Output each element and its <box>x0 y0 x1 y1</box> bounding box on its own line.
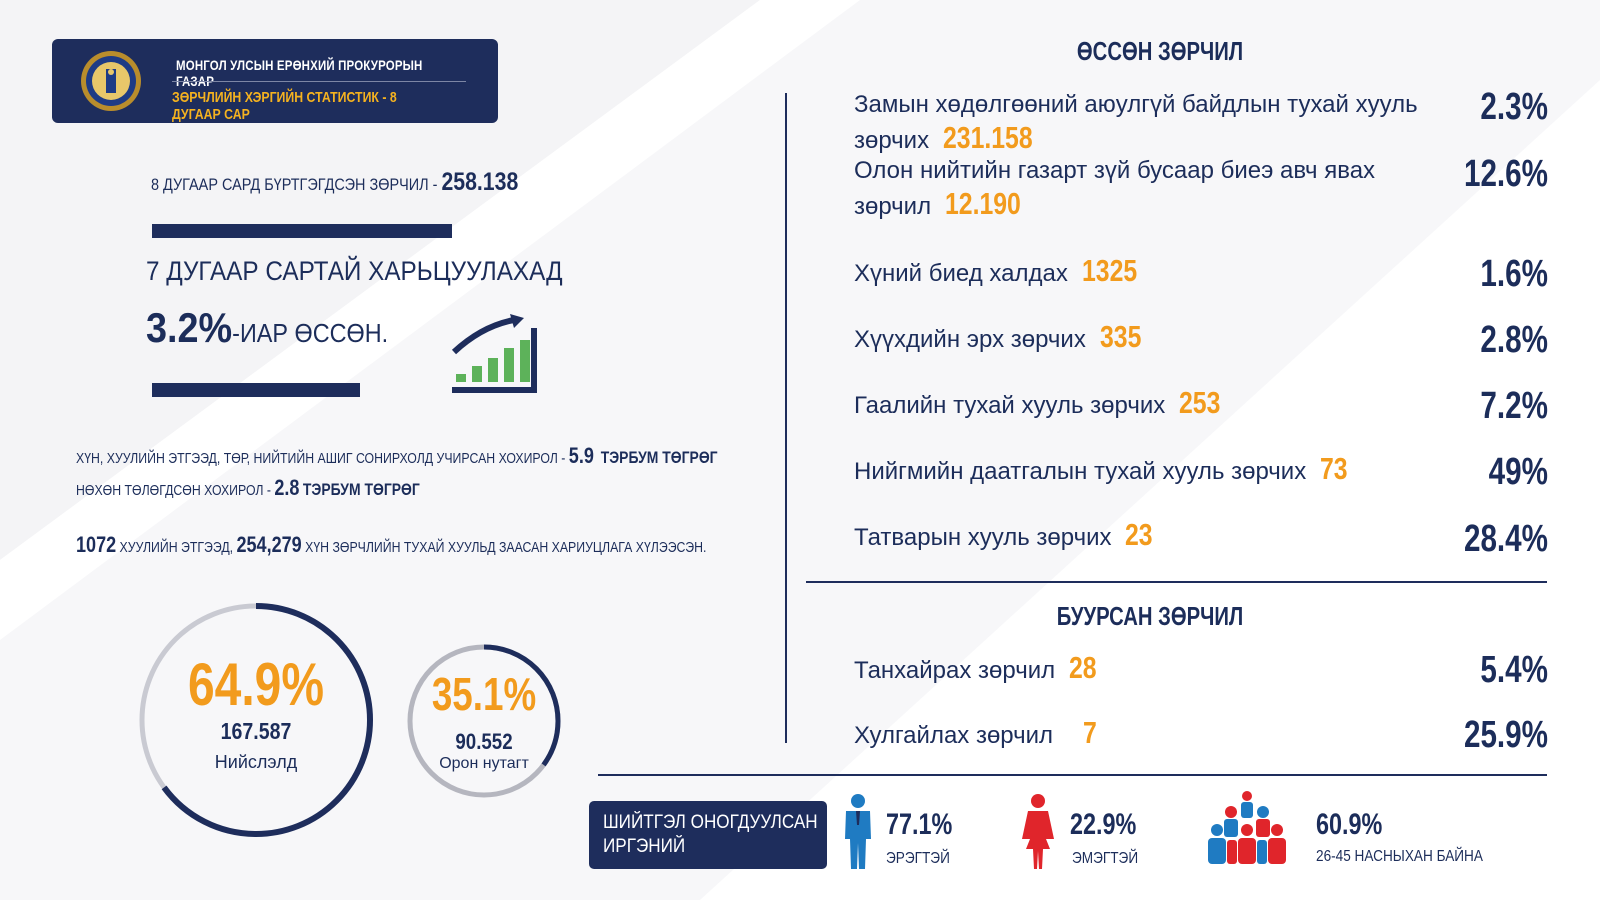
penalized-box: ШИЙТГЭЛ ОНОГДУУЛСАН ИРГЭНИЙ <box>589 801 827 869</box>
female-icon <box>1022 794 1054 869</box>
increased-item-2: Олон нийтийн газарт зүй бусаар биеэ авч … <box>854 154 1414 223</box>
increased-title: ӨССӨН ЗӨРЧИЛ <box>1076 36 1244 66</box>
bottom-divider <box>598 774 1547 776</box>
item-value: 73 <box>1320 451 1348 486</box>
item-value: 231.158 <box>943 120 1033 155</box>
increased-item-6: Нийгмийн даатгалын тухай хууль зөрчих 73 <box>854 452 1454 488</box>
male-icon <box>845 794 871 869</box>
liability-line: 1072 ХУУЛИЙН ЭТГЭЭД, 254,279 ХҮН ЗӨРЧЛИЙ… <box>76 532 706 558</box>
item-text: Танхайрах зөрчил <box>854 657 1056 684</box>
rural-count: 90.552 <box>455 729 513 754</box>
penalized-line1: ШИЙТГЭЛ ОНОГДУУЛСАН <box>603 812 818 833</box>
penalized-line2: ИРГЭНИЙ <box>603 836 686 857</box>
item-text: Олон нийтийн газарт зүй бусаар биеэ авч … <box>854 157 1376 220</box>
damage-label: ХҮН, ХУУЛИЙН ЭТГЭЭД, ТӨР, НИЙТИЙН АШИГ С… <box>76 450 569 467</box>
registered-violations: 8 ДУГААР САРД БҮРТГЭГДСЭН ЗӨРЧИЛ - 258.1… <box>151 168 518 197</box>
item-value: 28 <box>1069 650 1097 685</box>
rural-share-circle: 35.1% 90.552 Орон нутагт <box>406 643 562 799</box>
item-value: 23 <box>1125 517 1154 552</box>
registered-value: 258.138 <box>441 168 519 196</box>
accent-bar-bottom <box>152 383 360 397</box>
capital-percent: 64.9% <box>187 651 325 718</box>
male-label: ЭРЭГТЭЙ <box>886 850 950 867</box>
item-text: Нийгмийн даатгалын тухай хууль зөрчих <box>854 458 1307 485</box>
compensated-label: НӨХӨН ТӨЛӨГДСӨН ХОХИРОЛ - <box>76 482 275 499</box>
comparison-growth: 3.2%-ИАР ӨССӨН. <box>146 304 388 352</box>
age-label: 26-45 НАСНЫХАН БАЙНА <box>1316 848 1483 865</box>
increased-item-7: Татварын хууль зөрчих 23 <box>854 518 1454 554</box>
decreased-item-2: Хулгайлах зөрчил 7 <box>854 716 1454 752</box>
capital-share-circle: 64.9% 167.587 Нийслэлд <box>136 600 376 840</box>
item-value: 1325 <box>1081 253 1138 288</box>
growth-chart-icon <box>452 314 537 393</box>
accent-bar-top <box>152 224 452 238</box>
item-value: 7 <box>1083 715 1097 750</box>
person-count: 254,279 <box>236 532 302 557</box>
compensated-unit: ТЭРБУМ ТӨГРӨГ <box>302 480 420 499</box>
section-divider <box>806 581 1547 583</box>
compensated-line: НӨХӨН ТӨЛӨГДСӨН ХОХИРОЛ - 2.8 ТЭРБУМ ТӨГ… <box>76 475 420 501</box>
item-text: Гаалийн тухай хууль зөрчих <box>854 392 1166 419</box>
vertical-divider <box>785 93 787 743</box>
entity-count: 1072 <box>76 532 117 557</box>
item-percent: 5.4% <box>1480 649 1548 691</box>
comparison-title: 7 ДУГААР САРТАЙ ХАРЬЦУУЛАХАД <box>146 256 563 286</box>
item-value: 253 <box>1179 385 1221 420</box>
compensated-value: 2.8 <box>274 475 300 500</box>
item-percent: 25.9% <box>1463 714 1548 756</box>
female-label: ЭМЭГТЭЙ <box>1072 850 1139 867</box>
registered-label: 8 ДУГААР САРД БҮРТГЭГДСЭН ЗӨРЧИЛ - <box>151 175 442 194</box>
age-percent: 60.9% <box>1316 808 1383 841</box>
item-percent: 49% <box>1488 451 1548 493</box>
item-percent: 2.3% <box>1480 86 1548 128</box>
decreased-title: БУУРСАН ЗӨРЧИЛ <box>1056 601 1244 631</box>
person-text: ХҮН ЗӨРЧЛИЙН ТУХАЙ ХУУЛЬД ЗААСАН ХАРИУЦЛ… <box>301 539 707 556</box>
growth-percent: 3.2% <box>146 304 233 351</box>
increased-item-5: Гаалийн тухай хууль зөрчих 253 <box>854 386 1454 422</box>
header-banner: МОНГОЛ УЛСЫН ЕРӨНХИЙ ПРОКУРОРЫН ГАЗАР ЗӨ… <box>52 39 498 123</box>
rural-ring <box>407 644 561 798</box>
item-value: 335 <box>1099 319 1142 354</box>
capital-label: Нийслэлд <box>214 752 298 772</box>
damage-value: 5.9 <box>568 443 594 468</box>
item-text: Хүний биед халдах <box>854 260 1068 287</box>
item-text: Татварын хууль зөрчих <box>854 524 1112 551</box>
item-text: Хулгайлах зөрчил <box>854 722 1054 749</box>
item-percent: 1.6% <box>1480 253 1548 295</box>
item-percent: 12.6% <box>1463 153 1548 195</box>
decreased-item-1: Танхайрах зөрчил 28 <box>854 651 1454 687</box>
damage-unit: ТЭРБУМ ТӨГРӨГ <box>600 448 718 467</box>
female-percent: 22.9% <box>1070 808 1137 841</box>
damage-line: ХҮН, ХУУЛИЙН ЭТГЭЭД, ТӨР, НИЙТИЙН АШИГ С… <box>76 443 718 469</box>
people-group-icon <box>1208 791 1286 864</box>
item-text: Замын хөдөлгөөний аюулгүй байдлын тухай … <box>854 91 1418 154</box>
item-value: 12.190 <box>945 186 1021 221</box>
male-percent: 77.1% <box>886 808 953 841</box>
rural-percent: 35.1% <box>431 668 537 720</box>
header-divider <box>172 81 466 82</box>
item-text: Хүүхдийн эрх зөрчих <box>854 326 1086 353</box>
capital-count: 167.587 <box>220 718 292 744</box>
growth-suffix: -ИАР ӨССӨН. <box>232 318 389 348</box>
item-percent: 28.4% <box>1463 518 1548 560</box>
entity-text: ХУУЛИЙН ЭТГЭЭД, <box>116 539 237 556</box>
item-percent: 2.8% <box>1480 319 1548 361</box>
increased-item-4: Хүүхдийн эрх зөрчих 335 <box>854 320 1454 356</box>
org-name: МОНГОЛ УЛСЫН ЕРӨНХИЙ ПРОКУРОРЫН ГАЗАР <box>176 57 423 89</box>
increased-item-3: Хүний биед халдах 1325 <box>854 254 1454 290</box>
item-percent: 7.2% <box>1480 385 1548 427</box>
increased-item-1: Замын хөдөлгөөний аюулгүй байдлын тухай … <box>854 88 1434 157</box>
capital-ring <box>139 603 373 837</box>
report-subtitle: ЗӨРЧЛИЙН ХЭРГИЙН СТАТИСТИК - 8 ДУГААР СА… <box>172 89 397 123</box>
rural-label: Орон нутагт <box>439 755 529 772</box>
state-emblem-icon <box>81 51 141 111</box>
